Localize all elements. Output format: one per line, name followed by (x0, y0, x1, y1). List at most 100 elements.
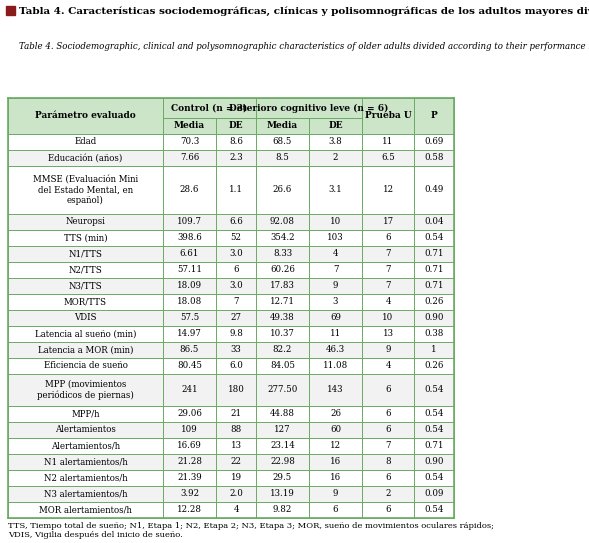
Text: 0.54: 0.54 (424, 506, 444, 515)
Text: MMSE (Evaluación Mini
del Estado Mental, en
español): MMSE (Evaluación Mini del Estado Mental,… (33, 175, 138, 205)
Text: 0.09: 0.09 (424, 489, 444, 498)
Text: 3.92: 3.92 (180, 489, 199, 498)
Bar (362, 294, 414, 310)
Text: 6.61: 6.61 (180, 249, 199, 258)
Text: Control (n = 3): Control (n = 3) (171, 104, 247, 112)
Bar (309, 134, 362, 150)
Text: 0.49: 0.49 (424, 186, 444, 194)
Bar (256, 262, 309, 278)
Text: 10: 10 (382, 313, 393, 323)
Text: 0.38: 0.38 (424, 330, 444, 338)
Bar (216, 470, 256, 486)
Bar (256, 98, 362, 118)
Bar (414, 470, 454, 486)
Bar (163, 294, 216, 310)
Text: N2 alertamientos/h: N2 alertamientos/h (44, 473, 127, 483)
Bar (8, 422, 163, 438)
Text: 28.6: 28.6 (180, 186, 199, 194)
Text: 109: 109 (181, 426, 198, 434)
Text: Parámetro evaluado: Parámetro evaluado (35, 111, 136, 121)
Text: 6: 6 (385, 426, 391, 434)
Text: 103: 103 (327, 233, 344, 243)
Text: N3/TTS: N3/TTS (69, 281, 102, 291)
Bar (8, 358, 163, 374)
Text: 6: 6 (333, 506, 338, 515)
Bar (163, 406, 216, 422)
Bar (8, 502, 163, 518)
Bar (256, 358, 309, 374)
Bar (163, 246, 216, 262)
Bar (309, 118, 362, 134)
Bar (216, 310, 256, 326)
Text: 0.04: 0.04 (424, 218, 444, 226)
Text: 80.45: 80.45 (177, 362, 202, 370)
Text: 18.09: 18.09 (177, 281, 202, 291)
Bar (362, 98, 414, 134)
Text: 0.54: 0.54 (424, 233, 444, 243)
Bar (414, 310, 454, 326)
Bar (163, 374, 216, 406)
Text: 11: 11 (330, 330, 341, 338)
Text: 9: 9 (385, 345, 391, 355)
Text: 143: 143 (327, 386, 344, 395)
Text: 0.54: 0.54 (424, 473, 444, 483)
Text: 7: 7 (385, 441, 391, 451)
Text: VDIS: VDIS (74, 313, 97, 323)
Text: 0.54: 0.54 (424, 426, 444, 434)
Bar (163, 278, 216, 294)
Text: N3 alertamientos/h: N3 alertamientos/h (44, 489, 127, 498)
Text: 19: 19 (230, 473, 241, 483)
Text: 0.71: 0.71 (424, 281, 444, 291)
Text: 127: 127 (274, 426, 291, 434)
Bar (163, 230, 216, 246)
Bar (362, 454, 414, 470)
Text: P: P (431, 111, 438, 121)
Bar (163, 166, 216, 214)
Text: 9: 9 (333, 489, 338, 498)
Bar (309, 470, 362, 486)
Bar (414, 374, 454, 406)
Text: DE: DE (328, 122, 343, 130)
Text: MPP (movimientos
periódicos de piernas): MPP (movimientos periódicos de piernas) (37, 380, 134, 400)
Bar (216, 262, 256, 278)
Bar (256, 278, 309, 294)
Text: 7: 7 (385, 266, 391, 275)
Text: 8.33: 8.33 (273, 249, 292, 258)
Bar (216, 294, 256, 310)
Text: Eficiencia de sueño: Eficiencia de sueño (44, 362, 127, 370)
Bar (216, 230, 256, 246)
Bar (414, 278, 454, 294)
Text: 354.2: 354.2 (270, 233, 295, 243)
Bar (216, 486, 256, 502)
Bar (309, 246, 362, 262)
Text: 180: 180 (227, 386, 244, 395)
Text: 52: 52 (230, 233, 241, 243)
Bar (414, 166, 454, 214)
Bar (8, 262, 163, 278)
Text: 8.5: 8.5 (276, 154, 289, 162)
Text: 0.26: 0.26 (424, 362, 444, 370)
Text: 4: 4 (385, 362, 391, 370)
Text: 0.69: 0.69 (424, 137, 444, 147)
Bar (8, 166, 163, 214)
Bar (8, 486, 163, 502)
Text: 0.71: 0.71 (424, 266, 444, 275)
Bar (216, 454, 256, 470)
Bar (8, 406, 163, 422)
Bar (362, 406, 414, 422)
Text: 3.0: 3.0 (229, 281, 243, 291)
Bar (256, 134, 309, 150)
Bar (362, 246, 414, 262)
Text: 2.3: 2.3 (229, 154, 243, 162)
Text: 4: 4 (333, 249, 338, 258)
Text: N1 alertamientos/h: N1 alertamientos/h (44, 458, 127, 466)
Bar (362, 150, 414, 166)
Bar (256, 150, 309, 166)
Bar (256, 374, 309, 406)
Bar (163, 342, 216, 358)
Bar (163, 422, 216, 438)
Text: 7.66: 7.66 (180, 154, 199, 162)
Bar (256, 214, 309, 230)
Bar (309, 438, 362, 454)
Text: 14.97: 14.97 (177, 330, 202, 338)
